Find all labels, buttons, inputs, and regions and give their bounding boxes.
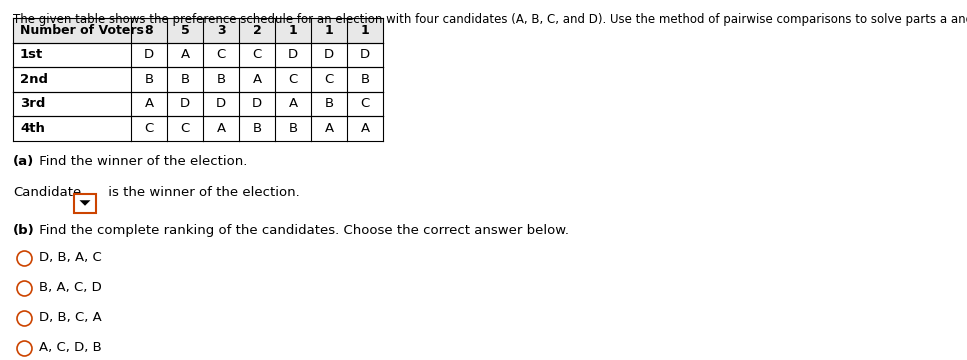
Text: 8: 8 (145, 24, 154, 37)
Text: D: D (252, 97, 262, 110)
Bar (131, 18, 167, 42)
Text: D: D (144, 48, 154, 61)
Bar (203, 18, 239, 42)
Text: 2: 2 (252, 24, 261, 37)
Text: B: B (361, 73, 369, 86)
Text: 1st: 1st (20, 48, 44, 61)
Text: D, B, A, C: D, B, A, C (39, 251, 102, 264)
Text: A: A (252, 73, 261, 86)
Text: 1: 1 (361, 24, 369, 37)
Text: C: C (252, 48, 262, 61)
Text: C: C (361, 97, 369, 110)
Text: D: D (180, 97, 190, 110)
Text: Number of Voters: Number of Voters (20, 24, 144, 37)
Text: B: B (181, 73, 190, 86)
Text: B: B (144, 73, 154, 86)
Text: A: A (288, 97, 298, 110)
Text: 4th: 4th (20, 122, 44, 135)
Text: A: A (181, 48, 190, 61)
Text: C: C (217, 48, 225, 61)
Text: A: A (144, 97, 154, 110)
Bar (239, 18, 275, 42)
Text: is the winner of the election.: is the winner of the election. (104, 185, 300, 198)
Text: D: D (324, 48, 334, 61)
Text: C: C (288, 73, 298, 86)
Polygon shape (79, 200, 91, 206)
Text: A: A (361, 122, 369, 135)
Text: A: A (217, 122, 225, 135)
Text: D, B, C, A: D, B, C, A (39, 311, 102, 324)
Text: Find the winner of the election.: Find the winner of the election. (35, 154, 248, 167)
Text: 5: 5 (181, 24, 190, 37)
Text: A: A (325, 122, 334, 135)
Bar (311, 18, 347, 42)
Text: B: B (252, 122, 261, 135)
Text: 3: 3 (217, 24, 225, 37)
Text: B: B (217, 73, 225, 86)
Text: 1: 1 (325, 24, 334, 37)
Text: C: C (181, 122, 190, 135)
Text: B: B (288, 122, 298, 135)
Text: D: D (216, 97, 226, 110)
Text: B: B (325, 97, 334, 110)
Text: Find the complete ranking of the candidates. Choose the correct answer below.: Find the complete ranking of the candida… (35, 224, 569, 237)
Text: D: D (288, 48, 298, 61)
Text: B, A, C, D: B, A, C, D (39, 281, 102, 294)
Text: C: C (324, 73, 334, 86)
Text: (a): (a) (13, 154, 34, 167)
Text: 3rd: 3rd (20, 97, 45, 110)
Text: C: C (144, 122, 154, 135)
Text: D: D (360, 48, 370, 61)
Bar (13, 18, 131, 42)
Bar (167, 18, 203, 42)
Text: Candidate: Candidate (13, 185, 81, 198)
Text: The given table shows the preference schedule for an election with four candidat: The given table shows the preference sch… (13, 13, 967, 26)
Text: (b): (b) (13, 224, 35, 237)
Text: 1: 1 (288, 24, 298, 37)
Bar (347, 18, 383, 42)
Text: A, C, D, B: A, C, D, B (39, 341, 102, 354)
Bar (74, 194, 96, 212)
Text: 2nd: 2nd (20, 73, 48, 86)
Bar (275, 18, 311, 42)
